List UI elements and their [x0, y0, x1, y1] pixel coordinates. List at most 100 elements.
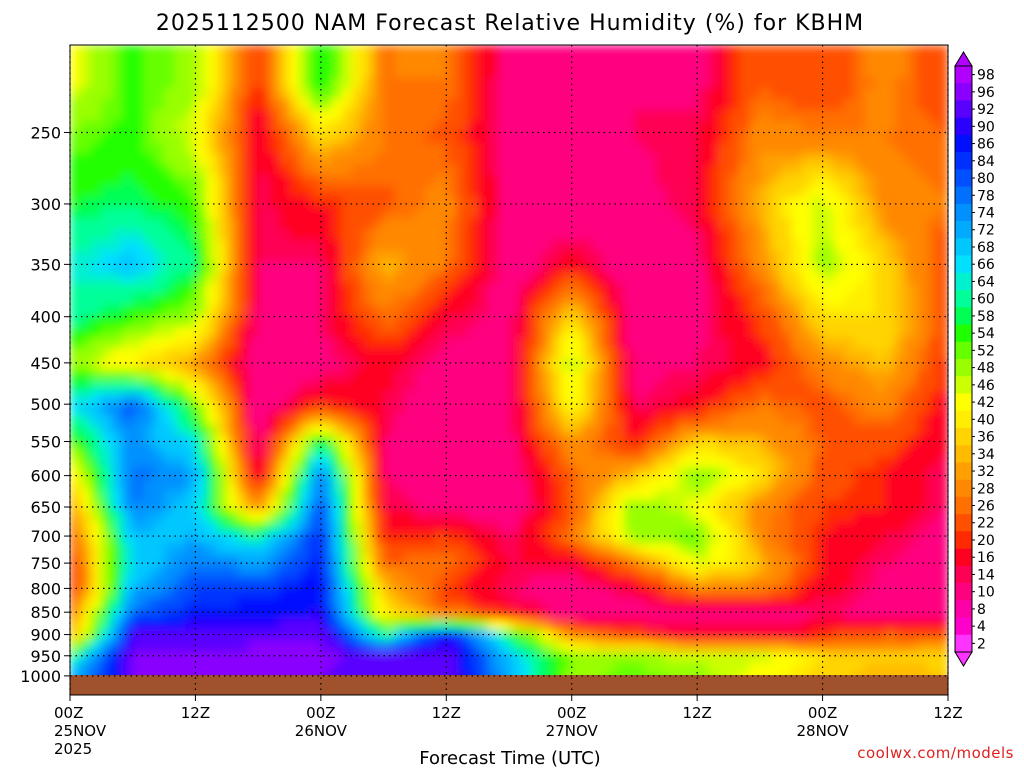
rh-cell	[707, 294, 719, 306]
rh-cell	[310, 543, 322, 555]
rh-cell	[435, 99, 447, 111]
rh-cell	[550, 229, 562, 241]
rh-cell	[843, 456, 855, 469]
rh-cell	[279, 240, 291, 252]
rh-cell	[247, 272, 259, 284]
rh-cell	[718, 185, 730, 198]
rh-cell	[780, 261, 792, 274]
rh-cell	[749, 142, 761, 154]
rh-cell	[320, 77, 332, 89]
rh-cell	[153, 164, 165, 176]
rh-cell	[226, 500, 238, 512]
rh-cell	[707, 510, 719, 523]
rh-cell	[613, 337, 625, 349]
rh-cell	[707, 500, 719, 512]
rh-cell	[749, 608, 761, 620]
rh-cell	[697, 467, 709, 479]
rh-cell	[80, 240, 92, 252]
rh-cell	[749, 229, 761, 241]
rh-cell	[718, 586, 730, 599]
rh-cell	[885, 77, 897, 89]
rh-cell	[686, 500, 698, 512]
rh-cell	[603, 66, 615, 79]
rh-cell	[728, 467, 740, 479]
rh-cell	[665, 164, 677, 176]
rh-cell	[529, 207, 541, 219]
rh-cell	[738, 662, 750, 674]
rh-cell	[770, 164, 782, 176]
rh-cell	[707, 326, 719, 339]
rh-cell	[749, 424, 761, 436]
rh-cell	[425, 305, 437, 317]
rh-cell	[70, 597, 82, 609]
rh-cell	[70, 315, 82, 328]
rh-cell	[634, 272, 646, 284]
rh-cell	[383, 543, 395, 555]
rh-cell	[623, 445, 636, 458]
rh-cell	[425, 196, 437, 209]
rh-cell	[268, 359, 280, 371]
rh-cell	[509, 283, 521, 295]
rh-cell	[623, 348, 636, 360]
rh-cell	[623, 619, 636, 631]
rh-cell	[153, 413, 165, 425]
rh-cell	[906, 294, 918, 306]
rh-cell	[362, 294, 374, 306]
rh-cell	[279, 77, 291, 89]
rh-cell	[759, 99, 771, 111]
rh-cell	[582, 218, 594, 230]
rh-cell	[205, 337, 217, 349]
rh-cell	[561, 348, 573, 360]
rh-cell	[477, 305, 489, 317]
rh-cell	[122, 554, 134, 566]
rh-cell	[571, 608, 583, 620]
rh-cell	[101, 586, 113, 599]
rh-cell	[237, 153, 249, 165]
rh-cell	[477, 391, 489, 404]
rh-cell	[676, 142, 688, 154]
rh-cell	[770, 413, 782, 425]
rh-cell	[70, 630, 82, 642]
rh-cell	[718, 370, 730, 382]
rh-cell	[874, 272, 886, 284]
rh-cell	[770, 196, 782, 209]
rh-cell	[550, 532, 562, 544]
rh-cell	[174, 651, 186, 664]
rh-cell	[582, 532, 594, 544]
rh-cell	[906, 229, 918, 241]
rh-cell	[623, 489, 636, 501]
rh-cell	[362, 359, 374, 371]
rh-cell	[164, 532, 176, 544]
rh-cell	[153, 662, 165, 674]
rh-cell	[885, 586, 897, 599]
rh-cell	[738, 543, 750, 555]
rh-cell	[383, 456, 395, 469]
rh-cell	[404, 630, 416, 642]
rh-cell	[644, 294, 656, 306]
rh-cell	[111, 500, 123, 512]
rh-cell	[561, 489, 573, 501]
rh-cell	[937, 359, 948, 371]
rh-cell	[299, 294, 311, 306]
rh-cell	[582, 229, 594, 241]
rh-cell	[697, 164, 709, 176]
rh-cell	[70, 164, 82, 176]
rh-cell	[435, 640, 447, 653]
rh-cell	[122, 586, 134, 599]
rh-cell	[435, 380, 447, 393]
rh-cell	[738, 175, 750, 187]
rh-cell	[122, 120, 134, 133]
rh-cell	[644, 77, 656, 89]
rh-cell	[791, 315, 803, 328]
rh-cell	[352, 510, 364, 523]
rh-cell	[446, 131, 458, 144]
rh-cell	[205, 500, 217, 512]
rh-cell	[582, 45, 594, 57]
rh-cell	[676, 630, 688, 642]
rh-cell	[467, 229, 479, 241]
rh-cell	[843, 532, 855, 544]
rh-cell	[164, 402, 176, 414]
rh-cell	[540, 370, 552, 382]
rh-cell	[279, 489, 291, 501]
rh-cell	[529, 597, 541, 609]
